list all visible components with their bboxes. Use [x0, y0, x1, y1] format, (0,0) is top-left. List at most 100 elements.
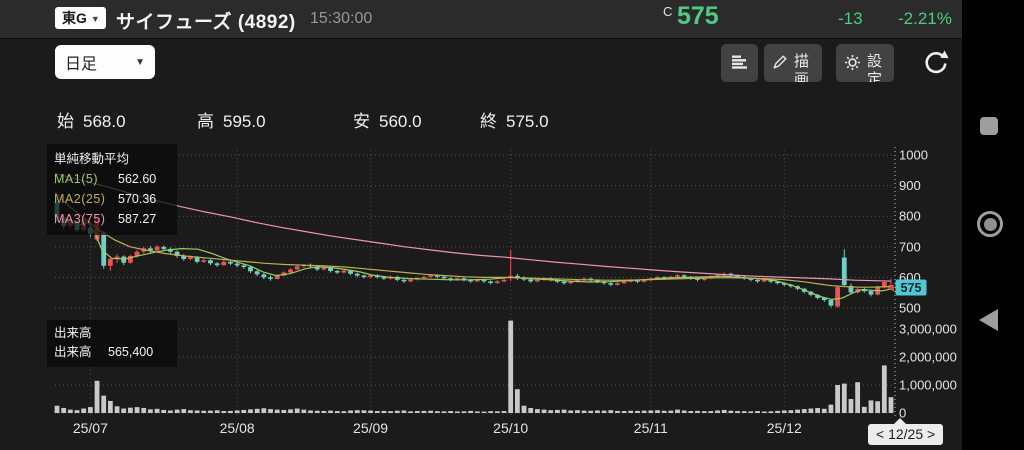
candle — [474, 279, 480, 282]
volume-bar — [274, 409, 280, 413]
market-badge[interactable]: 東G ▼ — [55, 7, 106, 29]
volume-bar — [107, 400, 113, 413]
volume-bar — [595, 410, 600, 413]
volume-bar — [454, 411, 460, 413]
open-label: 始 — [57, 112, 74, 131]
volume-bar — [514, 389, 520, 413]
candle — [735, 275, 740, 277]
volume-bar — [534, 409, 540, 413]
candle — [254, 271, 260, 275]
candle — [354, 273, 360, 276]
open-price: 始 568.0 — [57, 107, 126, 132]
candle — [501, 279, 507, 282]
volume-bar — [821, 408, 827, 413]
home-button[interactable] — [977, 211, 1003, 237]
refresh-button[interactable] — [922, 48, 950, 76]
volume-bar — [148, 409, 153, 413]
volume-bar — [141, 407, 147, 413]
ma3-row: MA3(75) 587.27 — [54, 209, 170, 229]
candle — [681, 275, 687, 277]
volume-bar — [394, 410, 400, 413]
candle — [248, 266, 253, 272]
candle — [441, 276, 447, 279]
volume-bar — [521, 405, 527, 413]
volume-bar — [94, 380, 100, 413]
volume-bar — [288, 409, 293, 413]
candle — [595, 280, 600, 282]
volume-bar — [254, 408, 260, 413]
volume-bar — [628, 410, 634, 413]
indicator-button[interactable] — [721, 44, 758, 82]
volume-bar — [701, 411, 707, 413]
svg-text:25/09: 25/09 — [353, 420, 388, 436]
stock-chart[interactable]: 10009008007006005003,000,0002,000,0001,0… — [0, 0, 962, 450]
volume-legend: 出来高 出来高 565,400 — [47, 320, 177, 367]
ma1-value: 562.60 — [118, 172, 157, 186]
candle — [114, 256, 120, 260]
candle — [428, 275, 434, 277]
volume-bar — [428, 410, 434, 413]
volume-bar — [154, 408, 160, 413]
volume-bar — [835, 385, 841, 413]
volume-bar — [621, 411, 627, 413]
volume-bar — [214, 410, 220, 413]
volume-bar — [401, 410, 407, 413]
volume-bar — [281, 409, 287, 413]
volume-bar — [314, 410, 320, 413]
candle — [161, 246, 167, 249]
volume-bar — [841, 383, 847, 413]
volume-bar — [508, 320, 514, 413]
candle — [334, 270, 340, 273]
volume-bar — [468, 410, 474, 413]
volume-bar — [221, 411, 227, 413]
volume-bar — [741, 411, 747, 413]
candle — [288, 269, 293, 273]
volume-bar — [248, 409, 253, 413]
close-price: 終 575.0 — [480, 107, 549, 132]
candle — [514, 275, 520, 279]
svg-text:0: 0 — [899, 406, 906, 421]
candle — [181, 255, 187, 260]
volume-bar — [795, 409, 800, 413]
svg-text:2,000,000: 2,000,000 — [899, 350, 957, 365]
candle — [408, 279, 414, 282]
volume-bar — [101, 395, 107, 413]
candle — [381, 277, 387, 279]
candle — [468, 279, 474, 282]
candle — [568, 281, 574, 284]
candle — [488, 281, 494, 283]
volume-bar — [194, 410, 200, 413]
volume-bar — [127, 407, 133, 413]
svg-text:25/07: 25/07 — [73, 420, 108, 436]
candle — [615, 283, 620, 285]
draw-button[interactable]: 描画 — [764, 44, 822, 82]
volume-bar — [161, 409, 167, 413]
volume-bar — [855, 382, 861, 413]
candle — [174, 251, 180, 256]
low-price: 安 560.0 — [353, 107, 422, 132]
candle — [534, 279, 540, 282]
volume-bar — [675, 409, 680, 413]
ma2-row: MA2(25) 570.36 — [54, 189, 170, 209]
volume-bar — [388, 411, 393, 413]
candle — [675, 275, 680, 277]
volume-bar — [228, 410, 233, 413]
volume-bar — [241, 409, 247, 413]
candle — [494, 281, 500, 283]
volume-bar — [134, 407, 140, 413]
candle — [168, 248, 173, 252]
recents-button[interactable] — [980, 117, 998, 135]
candle — [368, 275, 373, 278]
candle — [775, 281, 780, 284]
timeframe-select[interactable]: 日足 ▼ — [55, 45, 155, 79]
svg-text:575: 575 — [901, 281, 922, 295]
candle — [401, 279, 407, 282]
price-prefix: C — [663, 4, 673, 19]
settings-button[interactable]: 設定 — [836, 44, 894, 82]
back-button[interactable] — [979, 309, 998, 331]
date-pager[interactable]: < 12/25 > — [868, 418, 944, 445]
volume-bar — [815, 407, 821, 413]
open-value: 568.0 — [83, 112, 126, 131]
candle — [328, 267, 333, 271]
candle — [361, 275, 367, 278]
